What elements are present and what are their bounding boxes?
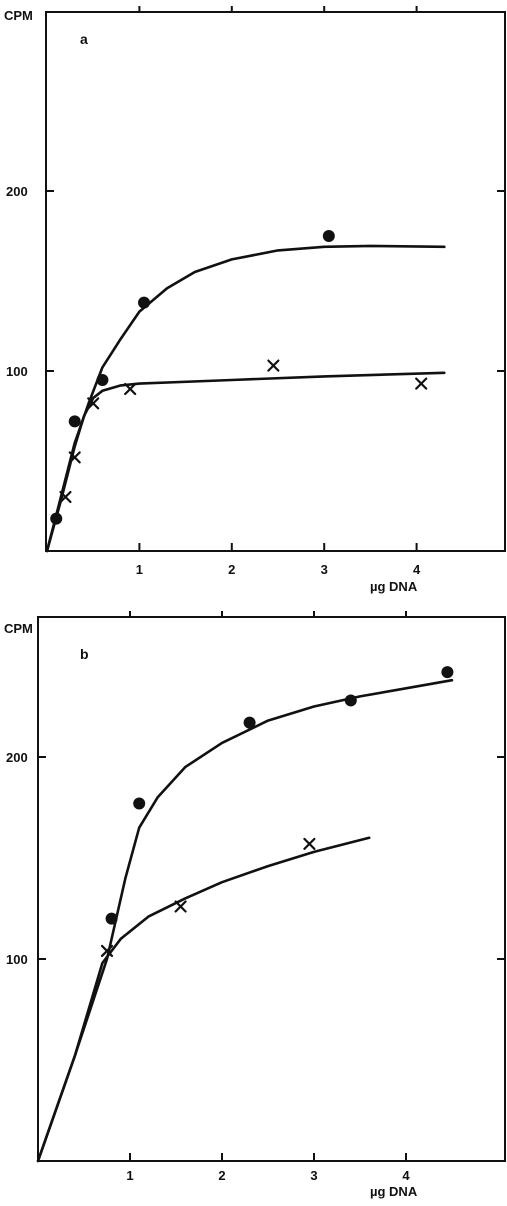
data-point-circle <box>344 694 357 707</box>
x-tick-label: 4 <box>402 1168 410 1183</box>
x-tick-label: 2 <box>218 1168 225 1183</box>
panel-a: CPM µg DNA a 1 2 3 4 100 200 <box>4 6 506 594</box>
x-tick-label: 1 <box>136 562 143 577</box>
data-point-x <box>267 359 280 372</box>
x-stroke <box>59 490 72 504</box>
data-point-x <box>87 397 100 410</box>
x-stroke <box>415 377 428 390</box>
data-point-x <box>415 377 428 390</box>
plot-frame <box>37 616 506 1162</box>
fit-curve-circle <box>36 678 454 1163</box>
y-tick-label: 100 <box>6 952 28 967</box>
x-stroke <box>303 837 316 850</box>
x-tick-label: 1 <box>126 1168 133 1183</box>
x-stroke <box>68 451 81 464</box>
y-tick-label: 200 <box>6 184 28 199</box>
data-point-x <box>68 451 81 464</box>
x-stroke <box>87 397 100 410</box>
plot-frame <box>45 11 506 552</box>
x-stroke <box>100 944 114 958</box>
fit-curve-circle <box>45 244 446 553</box>
data-point-x <box>303 837 316 850</box>
data-point-circle <box>322 230 335 242</box>
y-tick-label: 100 <box>6 364 28 379</box>
panel-b: CPM µg DNA b 1 2 3 4 100 200 <box>4 611 506 1199</box>
x-stroke <box>267 359 280 372</box>
x-stroke <box>124 382 137 396</box>
data-point-circle <box>441 666 454 679</box>
y-axis-label: CPM <box>4 621 33 636</box>
x-axis-label: µg DNA <box>370 579 418 594</box>
panel-label: a <box>80 31 88 47</box>
panel-label: b <box>80 646 89 662</box>
data-point-x <box>174 900 187 913</box>
data-point-x <box>59 490 72 504</box>
y-axis-label: CPM <box>4 8 33 23</box>
x-tick-label: 4 <box>413 562 421 577</box>
x-stroke <box>174 900 187 913</box>
x-tick-label: 3 <box>321 562 328 577</box>
data-point-x <box>124 382 137 396</box>
data-point-x <box>100 944 114 958</box>
data-point-circle <box>105 912 118 925</box>
data-point-circle <box>243 716 256 729</box>
fit-curve-x <box>36 836 371 1163</box>
data-point-circle <box>96 374 109 386</box>
data-point-circle <box>133 797 146 810</box>
y-tick-label: 200 <box>6 750 28 765</box>
data-point-circle <box>68 415 81 428</box>
fit-curve-x <box>45 371 446 553</box>
data-point-circle <box>138 296 151 309</box>
x-tick-label: 2 <box>228 562 235 577</box>
x-axis-label: µg DNA <box>370 1184 418 1199</box>
x-tick-label: 3 <box>310 1168 317 1183</box>
